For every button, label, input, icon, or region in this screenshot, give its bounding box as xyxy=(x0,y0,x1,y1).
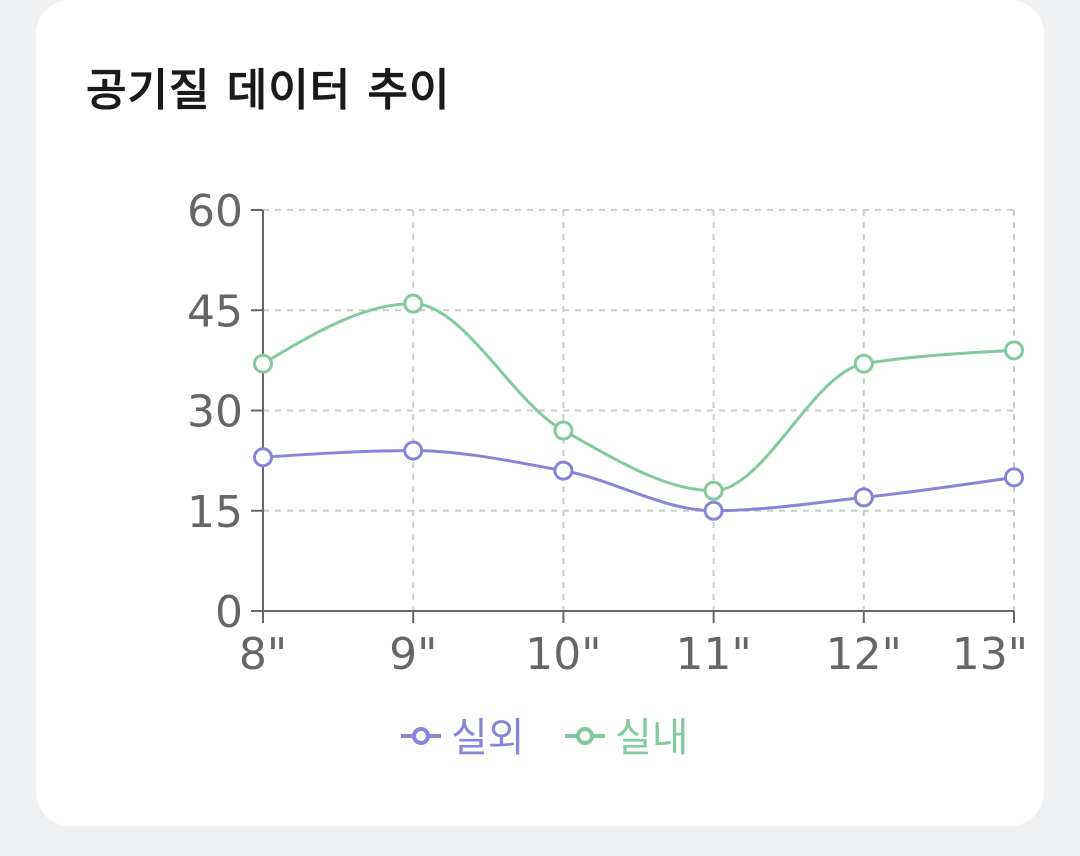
series-line xyxy=(262,449,1015,513)
legend-marker-icon xyxy=(576,727,594,745)
grid xyxy=(263,209,1015,611)
card-title: 공기질 데이터 추이 xyxy=(86,65,451,116)
data-points xyxy=(253,293,1024,521)
axes: 0 15 30 45 60 8" 9" 10" 11" 12" 13" xyxy=(187,186,1028,680)
legend-item[interactable]: 실외 xyxy=(401,715,525,761)
y-tick-label: 45 xyxy=(187,286,243,337)
y-tick-label: 15 xyxy=(187,487,243,538)
data-point xyxy=(853,487,874,508)
data-point xyxy=(1004,340,1024,361)
data-point xyxy=(703,480,724,501)
y-tick-label: 60 xyxy=(187,186,243,237)
legend-marker-icon xyxy=(412,727,430,745)
legend-label: 실외 xyxy=(451,715,525,761)
data-point xyxy=(553,460,574,481)
series-lines xyxy=(262,302,1015,513)
data-point xyxy=(853,353,874,374)
series-line xyxy=(262,302,1015,493)
data-point xyxy=(703,500,724,521)
x-tick-label: 8" xyxy=(239,629,287,680)
x-tick-label: 9" xyxy=(389,629,437,680)
x-tick-label: 13" xyxy=(952,629,1028,680)
legend-label: 실내 xyxy=(615,715,689,761)
y-tick-label: 0 xyxy=(215,587,243,638)
data-point xyxy=(1004,467,1024,488)
data-point xyxy=(253,447,273,468)
data-point xyxy=(403,440,424,461)
x-tick-label: 10" xyxy=(525,629,601,680)
data-point xyxy=(253,353,273,374)
x-tick-label: 12" xyxy=(826,629,902,680)
data-point xyxy=(403,293,424,314)
legend[interactable]: 실외 실내 xyxy=(401,715,689,761)
x-tick-label: 11" xyxy=(675,629,751,680)
y-tick-label: 30 xyxy=(187,387,243,438)
legend-item[interactable]: 실내 xyxy=(565,715,689,761)
data-point xyxy=(553,420,574,441)
